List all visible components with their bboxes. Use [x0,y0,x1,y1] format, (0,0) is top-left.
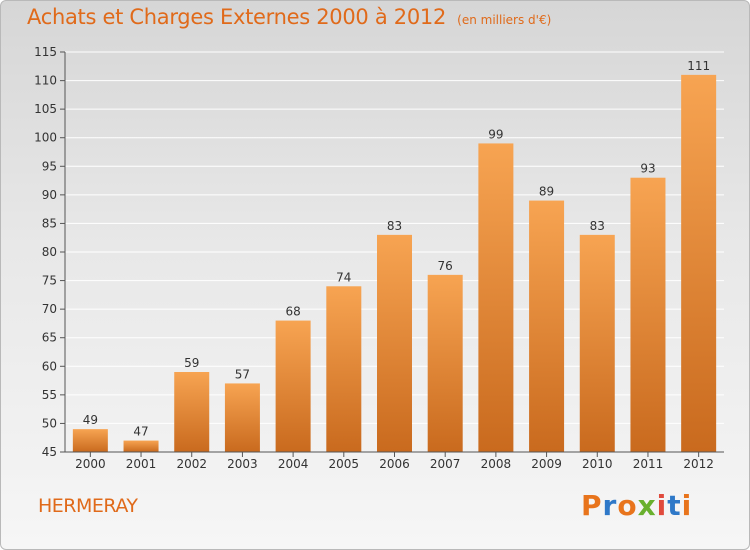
bar-2002 [174,372,210,452]
bar-2006 [377,234,412,452]
bar-2003 [224,383,260,452]
x-tick-label: 2012 [683,457,714,471]
x-tick-label: 2001 [126,457,157,471]
bar-2012 [681,74,717,452]
x-tick-label: 2003 [227,457,258,471]
y-tick-label: 50 [42,416,57,430]
y-tick-label: 45 [42,445,57,459]
x-tick-label: 2009 [531,457,562,471]
logo-letter: i [656,489,668,522]
data-labels: 49 47 59 57 68 74 83 76 99 89 83 93 111 [83,59,710,439]
data-label: 76 [438,259,453,273]
bar-2008 [478,143,514,452]
logo-letter: t [667,489,682,522]
y-tick-label: 55 [42,388,57,402]
x-tick-label: 2002 [176,457,207,471]
bar-2000 [72,429,108,452]
bars [72,74,717,452]
y-tick-label: 70 [42,302,57,316]
data-label: 99 [488,127,503,141]
data-label: 83 [590,219,605,233]
data-label: 89 [539,185,554,199]
y-tick-label: 110 [34,74,57,88]
logo-letter: P [581,489,603,522]
x-tick-label: 2000 [75,457,106,471]
data-label: 47 [133,425,148,439]
y-tick-label: 105 [34,102,57,116]
proxiti-logo[interactable]: Proxiti [581,489,692,522]
town-name: HERMERAY [38,495,138,517]
x-tick-label: 2005 [329,457,360,471]
data-label: 111 [687,59,710,73]
bar-2001 [123,440,159,452]
y-tick-label: 90 [42,188,57,202]
bar-2010 [579,234,615,452]
y-tick-label: 100 [34,131,57,145]
y-tick-label: 85 [42,216,57,230]
logo-letter: i [681,489,693,522]
logo-letter: x [637,489,657,522]
y-tick-label: 115 [34,45,57,59]
bar-2009 [529,200,565,452]
data-label: 83 [387,219,402,233]
y-tick-label: 80 [42,245,57,259]
y-tick-label: 95 [42,159,57,173]
x-tick-label: 2004 [278,457,309,471]
data-label: 57 [235,367,250,381]
chart-subtitle: (en milliers d'€) [457,13,552,27]
chart-title: Achats et Charges Externes 2000 à 2012 [27,5,447,29]
bar-2005 [326,286,362,452]
data-label: 59 [184,356,199,370]
data-label: 74 [336,270,351,284]
x-tick-label: 2007 [430,457,461,471]
logo-letter: o [617,489,638,522]
title-row: Achats et Charges Externes 2000 à 2012 (… [27,5,551,29]
logo-letter: r [602,489,618,522]
bar-2004 [275,320,311,452]
bar-2011 [630,177,666,452]
axes: 45 50 55 60 65 70 75 80 85 90 95 100 105 110 115 2000 20… [34,45,724,471]
bar-2007 [427,274,463,452]
data-label: 49 [83,413,98,427]
data-label: 93 [640,162,655,176]
x-tick-label: 2010 [582,457,613,471]
data-label: 68 [285,305,300,319]
y-tick-label: 60 [42,359,57,373]
y-tick-label: 65 [42,331,57,345]
x-tick-label: 2008 [481,457,512,471]
x-tick-label: 2006 [379,457,410,471]
y-tick-label: 75 [42,274,57,288]
x-tick-label: 2011 [633,457,664,471]
